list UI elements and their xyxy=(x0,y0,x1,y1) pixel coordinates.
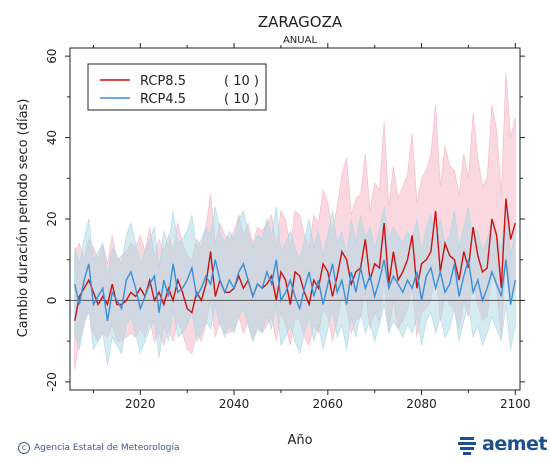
chart-subtitle: ANUAL xyxy=(283,35,317,46)
y-tick-label: 60 xyxy=(45,49,59,64)
x-tick-label: 2040 xyxy=(219,397,250,411)
legend-label: RCP4.5 xyxy=(140,92,186,107)
legend-box xyxy=(87,63,267,111)
series-line-rcp45 xyxy=(74,259,516,321)
legend-label: RCP8.5 xyxy=(140,74,186,89)
y-tick-label: 20 xyxy=(45,211,59,226)
series-line-rcp85 xyxy=(74,198,516,321)
logo-text: aemet xyxy=(482,433,547,455)
x-tick-label: 2100 xyxy=(500,397,531,411)
y-tick-label: -20 xyxy=(45,372,59,392)
legend-count: ( 10 ) xyxy=(224,74,259,89)
x-tick-label: 2020 xyxy=(125,397,156,411)
chart-title: ZARAGOZA xyxy=(258,13,343,31)
y-tick-label: 0 xyxy=(45,297,59,305)
aemet-logo xyxy=(458,437,476,455)
band-rcp45 xyxy=(74,206,516,366)
copyright-icon: c xyxy=(18,442,30,454)
x-tick-label: 2060 xyxy=(313,397,344,411)
logo-mark-icon xyxy=(458,437,476,455)
x-axis-label: Año xyxy=(287,433,312,448)
y-tick-label: 40 xyxy=(45,130,59,145)
credit-text: Agencia Estatal de Meteorología xyxy=(34,443,180,453)
footer-credit: c Agencia Estatal de Meteorología xyxy=(18,442,180,454)
y-axis-label: Cambio duración periodo seco (días) xyxy=(16,99,31,338)
legend-count: ( 10 ) xyxy=(224,92,259,107)
x-tick-label: 2080 xyxy=(406,397,437,411)
legend: RCP8.5 ( 10 ) RCP4.5 ( 10 ) xyxy=(87,63,267,111)
